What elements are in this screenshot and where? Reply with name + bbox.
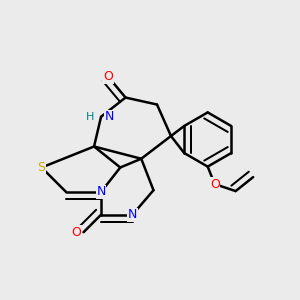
- Text: N: N: [96, 185, 106, 199]
- Text: O: O: [72, 226, 82, 239]
- Text: H: H: [86, 112, 94, 122]
- Text: O: O: [210, 178, 220, 190]
- Text: N: N: [128, 208, 137, 221]
- Text: S: S: [38, 161, 46, 174]
- Text: O: O: [103, 70, 113, 83]
- Text: N: N: [104, 110, 114, 123]
